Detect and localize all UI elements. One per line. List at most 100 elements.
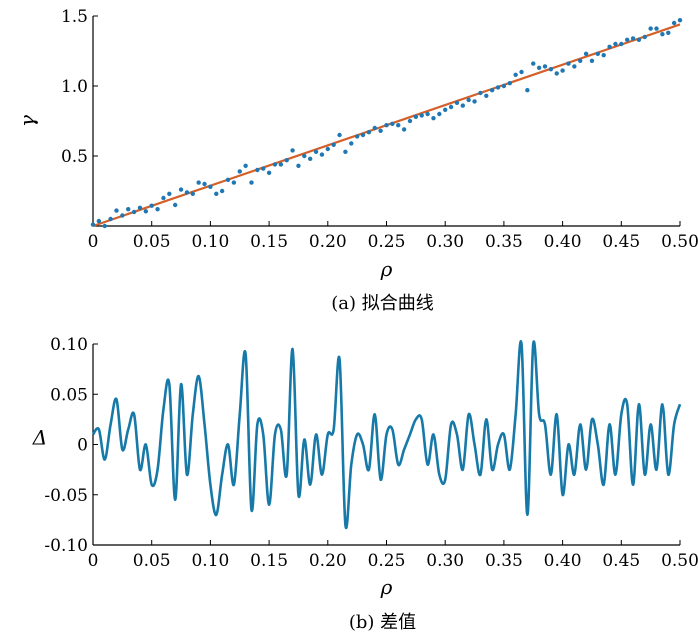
scatter-point <box>560 68 565 73</box>
x-tick-label: 0.05 <box>133 551 171 571</box>
y-tick-label: -0.05 <box>44 486 88 506</box>
x-tick-label: 0.30 <box>426 232 464 252</box>
x-tick-label: 0.10 <box>191 551 229 571</box>
x-tick-label: 0 <box>88 551 99 571</box>
scatter-point <box>454 100 460 106</box>
scatter-point <box>372 125 377 131</box>
y-axis-label: γ <box>15 115 39 127</box>
scatter-point <box>407 118 413 124</box>
x-tick-label: 0.40 <box>544 232 582 252</box>
scatter-point <box>513 72 518 78</box>
scatter-point <box>349 141 354 146</box>
scatter-point <box>548 67 554 72</box>
scatter-point <box>542 64 548 69</box>
x-tick-label: 0.15 <box>250 232 288 252</box>
scatter-point <box>648 26 653 31</box>
scatter-point <box>161 195 166 201</box>
y-tick-label: 0 <box>77 436 88 456</box>
y-tick-label: 1.0 <box>61 77 88 97</box>
scatter-point <box>120 213 125 218</box>
scatter-point <box>296 163 301 168</box>
x-tick-label: 0.25 <box>368 551 406 571</box>
scatter-point <box>261 166 266 171</box>
x-tick-label: 0.50 <box>661 551 698 571</box>
scatter-point <box>108 216 113 222</box>
scatter-point <box>443 107 448 113</box>
scatter-point <box>319 152 325 157</box>
scatter-point <box>114 208 119 213</box>
scatter-point <box>96 218 102 224</box>
x-tick-label: 0.35 <box>485 551 523 571</box>
x-tick-label: 0 <box>88 232 99 252</box>
scatter-point <box>313 149 319 154</box>
scatter-point <box>642 34 647 40</box>
scatter-point <box>266 170 272 175</box>
scatter-point <box>202 181 207 187</box>
scatter-point <box>225 177 231 182</box>
scatter-point <box>466 97 471 103</box>
scatter-point <box>554 71 559 76</box>
scatter-point <box>354 134 360 139</box>
scatter-point <box>531 61 536 66</box>
difference-chart: 0 0.05 0.10 0.15 0.20 0.25 0.30 0.35 0.40 0.45 0.5… <box>32 335 698 633</box>
difference-line <box>91 340 682 530</box>
scatter-point <box>677 18 683 23</box>
scatter-point <box>378 128 383 133</box>
scatter-point <box>401 127 407 132</box>
scatter-point <box>666 30 671 35</box>
scatter-point <box>425 111 430 117</box>
difference-axes: 0 0.05 0.10 0.15 0.20 0.25 0.30 0.35 0.40 0.45 0.5… <box>44 335 698 571</box>
y-tick-label: 0.5 <box>61 147 88 167</box>
x-tick-label: 0.05 <box>133 232 171 252</box>
scatter-point <box>501 83 507 89</box>
x-tick-label: 0.20 <box>309 232 347 252</box>
scatter-point <box>654 26 659 31</box>
scatter-point <box>249 180 254 185</box>
difference-marks <box>91 340 682 530</box>
fit-marks <box>90 18 683 229</box>
x-tick-label: 0.30 <box>426 551 464 571</box>
scatter-point <box>167 191 172 196</box>
scatter-point <box>630 36 636 41</box>
scatter-point <box>155 207 160 212</box>
scatter-point <box>525 88 530 93</box>
scatter-point <box>243 163 248 168</box>
x-tick-label: 0.40 <box>544 551 582 571</box>
scatter-point <box>360 132 366 138</box>
scatter-point <box>660 32 665 37</box>
x-tick-label: 0.20 <box>309 551 347 571</box>
scatter-point <box>419 113 424 118</box>
scatter-point <box>331 142 336 147</box>
scatter-point <box>671 20 677 26</box>
scatter-point <box>219 188 225 194</box>
scatter-point <box>396 123 401 128</box>
scatter-point <box>278 162 284 167</box>
scatter-point <box>90 222 96 227</box>
scatter-point <box>149 203 154 208</box>
scatter-point <box>172 202 178 208</box>
scatter-point <box>619 41 624 47</box>
y-axis-label: Δ <box>32 426 47 450</box>
scatter-point <box>578 58 583 63</box>
scatter-point <box>137 205 143 210</box>
scatter-point <box>196 180 201 185</box>
x-tick-label: 0.10 <box>191 232 229 252</box>
scatter-point <box>478 90 483 96</box>
scatter-point <box>460 103 466 108</box>
scatter-point <box>231 180 237 185</box>
scatter-point <box>102 223 107 229</box>
x-axis-label: ρ <box>380 575 393 599</box>
y-tick-label: 0.10 <box>50 335 88 355</box>
scatter-point <box>184 190 190 195</box>
x-tick-label: 0.35 <box>485 232 523 252</box>
scatter-point <box>495 85 501 90</box>
scatter-point <box>624 37 630 42</box>
scatter-point <box>325 146 330 152</box>
scatter-point <box>572 64 577 69</box>
scatter-point <box>437 111 442 117</box>
scatter-point <box>126 207 131 212</box>
scatter-point <box>237 169 242 174</box>
x-tick-label: 0.25 <box>368 232 406 252</box>
fit-curve-chart: 0 0.05 0.10 0.15 0.20 0.25 0.30 0.35 0.40 0.45 0.5… <box>15 7 698 314</box>
